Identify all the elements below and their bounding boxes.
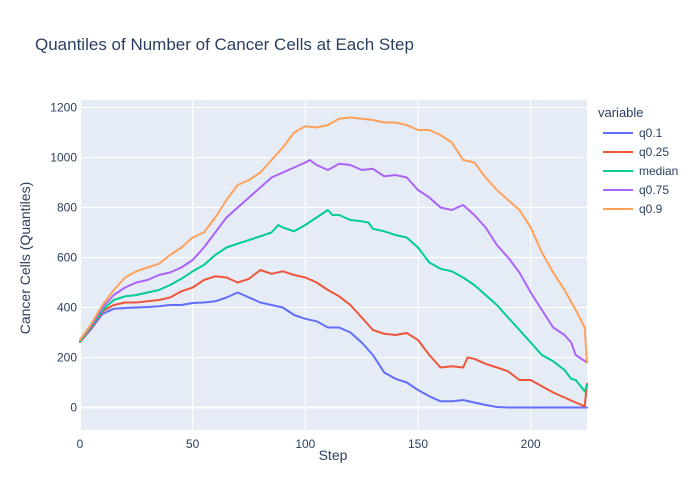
y-tick-label: 1000 — [50, 151, 77, 165]
series-line-q0.25 — [79, 269, 588, 408]
legend-item[interactable]: median — [603, 164, 678, 178]
chart-title: Quantiles of Number of Cancer Cells at E… — [35, 35, 414, 54]
plot-background — [80, 100, 587, 430]
plot-area — [79, 100, 588, 430]
series-line-median — [79, 209, 588, 393]
x-tick-label: 0 — [77, 437, 84, 451]
y-tick-label: 1200 — [50, 101, 77, 115]
legend-label: q0.75 — [639, 183, 669, 197]
legend-label: q0.1 — [639, 126, 663, 140]
legend-item[interactable]: q0.25 — [603, 145, 669, 159]
y-axis-title: Cancer Cells (Quantiles) — [17, 182, 33, 335]
series-line-q0.75 — [79, 159, 588, 364]
y-axis: 0 200 400 600 800 1000 1200 — [50, 101, 77, 415]
legend-item[interactable]: q0.1 — [603, 126, 663, 140]
legend-item[interactable]: q0.75 — [603, 183, 669, 197]
y-tick-label: 400 — [57, 301, 77, 315]
y-tick-label: 800 — [57, 201, 77, 215]
y-tick-label: 200 — [57, 351, 77, 365]
y-tick-label: 0 — [70, 401, 77, 415]
x-tick-label: 100 — [295, 437, 315, 451]
x-axis-title: Step — [319, 447, 348, 463]
series-lines — [79, 116, 588, 409]
x-axis: 0 50 100 150 200 — [77, 437, 541, 451]
x-tick-label: 150 — [408, 437, 428, 451]
x-gridlines — [79, 100, 532, 430]
y-tick-label: 600 — [57, 251, 77, 265]
legend-items: q0.1 q0.25 median q0.75 q0.9 — [603, 126, 678, 216]
legend: variable q0.1 q0.25 median q0.75 q0.9 — [598, 105, 678, 216]
legend-label: q0.25 — [639, 145, 669, 159]
x-tick-label: 50 — [186, 437, 200, 451]
x-tick-label: 200 — [521, 437, 541, 451]
legend-title: variable — [598, 105, 644, 120]
legend-item[interactable]: q0.9 — [603, 202, 663, 216]
series-line-q0.1 — [79, 291, 588, 409]
legend-label: q0.9 — [639, 202, 663, 216]
legend-label: median — [639, 164, 678, 178]
series-line-q0.9 — [79, 116, 588, 364]
